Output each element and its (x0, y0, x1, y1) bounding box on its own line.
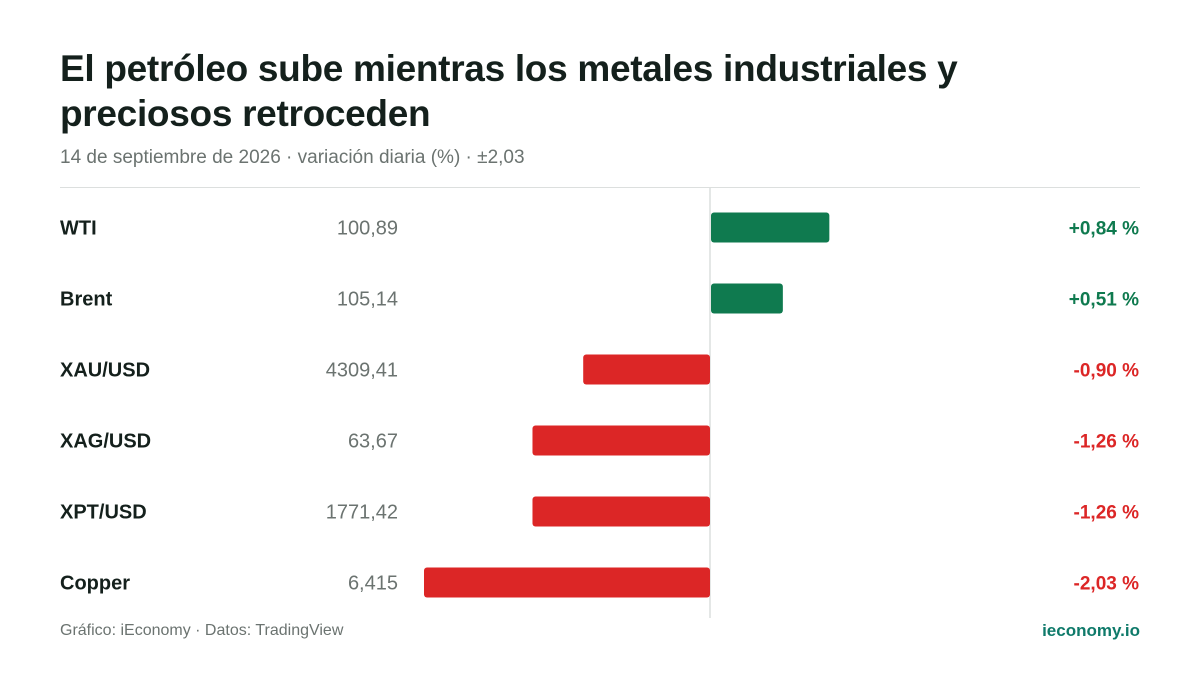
bar-brent (711, 283, 783, 314)
chart-subtitle: 14 de septiembre de 2026 · variación dia… (60, 147, 525, 168)
value-label: +0,84 % (1069, 219, 1139, 240)
price-label: 6,415 (348, 573, 398, 595)
category-label: WTI (60, 218, 97, 240)
value-label: +0,51 % (1069, 290, 1139, 311)
price-label: 1771,42 (326, 502, 398, 524)
bar-xag-usd (532, 425, 710, 456)
value-label: -2,03 % (1074, 574, 1140, 595)
chart-title: El petróleo sube mientras los metales in… (60, 48, 958, 134)
category-label: XAU/USD (60, 360, 150, 382)
header-divider (60, 187, 1140, 188)
bar-xau-usd (583, 354, 710, 385)
value-label: -0,90 % (1074, 361, 1140, 382)
price-label: 63,67 (348, 431, 398, 453)
category-label: Brent (60, 289, 113, 311)
footer-credit: Gráfico: iEconomy · Datos: TradingView (60, 622, 344, 639)
value-label: -1,26 % (1074, 432, 1140, 453)
category-label: Copper (60, 573, 130, 595)
price-label: 105,14 (337, 289, 398, 311)
value-label: -1,26 % (1074, 503, 1140, 524)
category-label: XAG/USD (60, 431, 151, 453)
footer-brand-link[interactable]: ieconomy.io (1042, 621, 1140, 640)
bar-xpt-usd (532, 496, 710, 527)
price-label: 100,89 (337, 218, 398, 240)
bar-wti (711, 212, 830, 243)
bar-copper (424, 567, 710, 598)
price-label: 4309,41 (326, 360, 398, 382)
category-label: XPT/USD (60, 502, 147, 524)
